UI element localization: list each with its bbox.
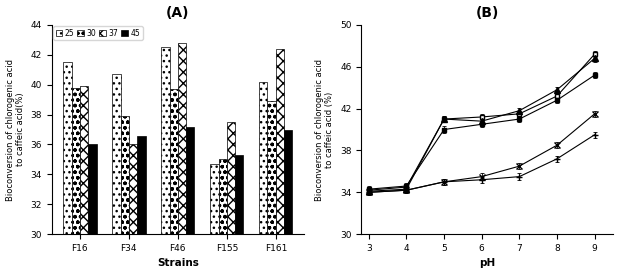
Bar: [170, 89, 178, 274]
Bar: [63, 62, 72, 274]
X-axis label: pH: pH: [479, 258, 495, 269]
Bar: [72, 88, 80, 274]
Bar: [219, 159, 227, 274]
Bar: [259, 82, 267, 274]
Bar: [112, 74, 121, 274]
Title: (B): (B): [475, 5, 499, 19]
Bar: [80, 86, 88, 274]
Bar: [88, 144, 97, 274]
X-axis label: Strains: Strains: [157, 258, 199, 269]
Bar: [267, 101, 276, 274]
Bar: [178, 43, 186, 274]
Bar: [276, 49, 284, 274]
Bar: [210, 164, 219, 274]
Bar: [227, 122, 235, 274]
Title: (A): (A): [166, 5, 189, 19]
Legend: 25, 30, 37, 45: 25, 30, 37, 45: [53, 26, 142, 40]
Y-axis label: Bioconversion of chlorogenic acid
to caffeic acid (%): Bioconversion of chlorogenic acid to caf…: [315, 59, 334, 201]
Bar: [161, 47, 170, 274]
Bar: [235, 155, 243, 274]
Bar: [186, 127, 194, 274]
Bar: [284, 130, 293, 274]
Y-axis label: Bioconversion of chlorogenic acid
to caffeic acid(%): Bioconversion of chlorogenic acid to caf…: [6, 59, 25, 201]
Bar: [129, 144, 137, 274]
Bar: [121, 116, 129, 274]
Bar: [137, 136, 145, 274]
